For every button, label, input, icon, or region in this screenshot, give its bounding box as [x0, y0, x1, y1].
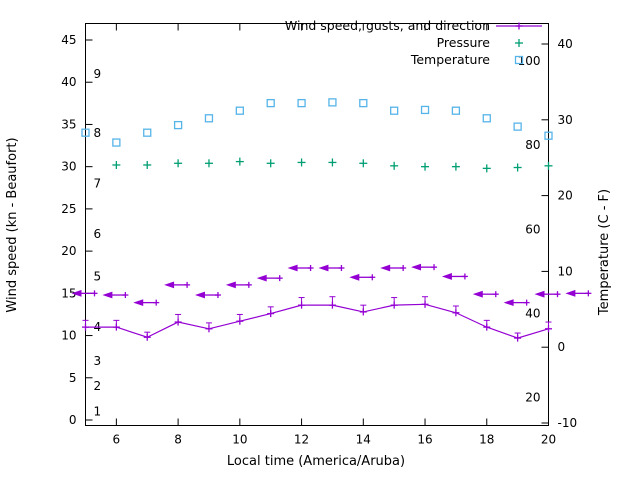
x-axis-label: Local time (America/Aruba) [227, 454, 405, 469]
plot-border [85, 23, 549, 426]
wind-tick-label: 10 [61, 329, 76, 343]
fahrenheit-label: 40 [525, 307, 540, 321]
fahrenheit-label: 60 [525, 222, 540, 236]
temp-tick-label: -10 [558, 416, 578, 430]
fahrenheit-label: 20 [525, 391, 540, 405]
direction-arrow-head [318, 264, 329, 272]
temperature-marker [513, 122, 522, 131]
beaufort-label: 3 [94, 354, 102, 368]
direction-arrow-head [349, 273, 360, 281]
direction-arrow-head [472, 290, 483, 298]
temp-tick-label: 10 [558, 264, 573, 278]
x-tick-label: 6 [113, 433, 121, 447]
x-tick-label: 20 [541, 433, 556, 447]
wind-tick-label: 15 [61, 286, 76, 300]
direction-arrow-head [164, 281, 175, 289]
direction-arrow-head [380, 264, 391, 272]
wind-speed-line [85, 303, 549, 339]
pressure-series [112, 157, 553, 173]
direction-arrow-head [411, 263, 422, 271]
wind-direction-arrows [71, 263, 592, 307]
temperature-marker [420, 105, 430, 115]
temp-tick-label: 40 [558, 37, 573, 51]
legend-label-temperature: Temperature [410, 52, 490, 67]
direction-arrow-head [225, 281, 236, 289]
x-tick-label: 18 [479, 433, 494, 447]
beaufort-label: 9 [94, 67, 102, 81]
beaufort-label: 2 [94, 379, 102, 393]
temperature-marker [81, 128, 90, 137]
wind-tick-label: 45 [61, 33, 76, 47]
temp-tick-label: 0 [558, 340, 566, 354]
direction-arrow-head [256, 274, 267, 282]
wind-tick-label: 35 [61, 117, 76, 131]
beaufort-label: 8 [94, 126, 102, 140]
temperature-marker [451, 106, 461, 115]
temp-tick-label: 20 [558, 189, 573, 203]
right-axis-label: Temperature (C - F) [597, 189, 612, 316]
temperature-marker [297, 98, 306, 108]
temperature-marker [204, 114, 214, 123]
x-tick-label: 12 [294, 433, 309, 447]
beaufort-label: 6 [94, 227, 102, 241]
x-tick-label: 16 [417, 433, 432, 447]
x-tick-label: 8 [174, 433, 182, 447]
direction-arrow-head [133, 299, 144, 307]
wind-tick-label: 30 [61, 160, 76, 174]
legend-sample-temperature-marker [514, 55, 524, 65]
legend-label-pressure: Pressure [437, 35, 491, 50]
temperature-marker [482, 114, 491, 123]
temperature-marker [173, 120, 183, 130]
direction-arrow-head [102, 291, 113, 299]
beaufort-label: 5 [94, 269, 102, 283]
fahrenheit-label: 100 [518, 54, 541, 68]
wind-series [82, 296, 552, 342]
direction-arrow-head [503, 299, 514, 307]
wind-tick-label: 20 [61, 244, 76, 258]
fahrenheit-label: 80 [525, 138, 540, 152]
direction-arrow-head [287, 264, 298, 272]
direction-arrow-head [565, 289, 576, 297]
axes: 6 8 10 12 14 16 18 20051015202530354045-1001020… [61, 23, 578, 447]
direction-arrow-head [441, 273, 452, 280]
beaufort-label: 7 [94, 177, 102, 191]
legend-label-wind: Wind speed, gusts, and direction [285, 18, 490, 33]
series [71, 98, 592, 342]
temp-tick-label: 30 [558, 113, 573, 127]
temperature-marker [328, 98, 337, 107]
wind-tick-label: 5 [69, 371, 77, 385]
temperature-marker [112, 138, 121, 147]
temperature-marker [544, 131, 553, 140]
left-axis-label: Wind speed (kn - Beaufort) [5, 137, 20, 312]
temperature-series [81, 98, 553, 147]
temperature-marker [359, 98, 368, 108]
direction-arrow-head [71, 289, 82, 297]
wind-tick-label: 25 [61, 202, 76, 216]
x-tick-label: 14 [356, 433, 371, 447]
x-tick-label: 10 [232, 433, 247, 447]
beaufort-label: 1 [94, 405, 102, 419]
direction-arrow-head [534, 290, 545, 298]
direction-arrow-head [194, 291, 205, 299]
temperature-marker [235, 106, 244, 115]
temperature-marker [390, 106, 399, 115]
legend-samples [496, 22, 542, 65]
wind-tick-label: 40 [61, 75, 76, 89]
temperature-marker [143, 128, 152, 137]
temperature-marker [266, 98, 275, 108]
wind-tick-label: 0 [69, 413, 77, 427]
